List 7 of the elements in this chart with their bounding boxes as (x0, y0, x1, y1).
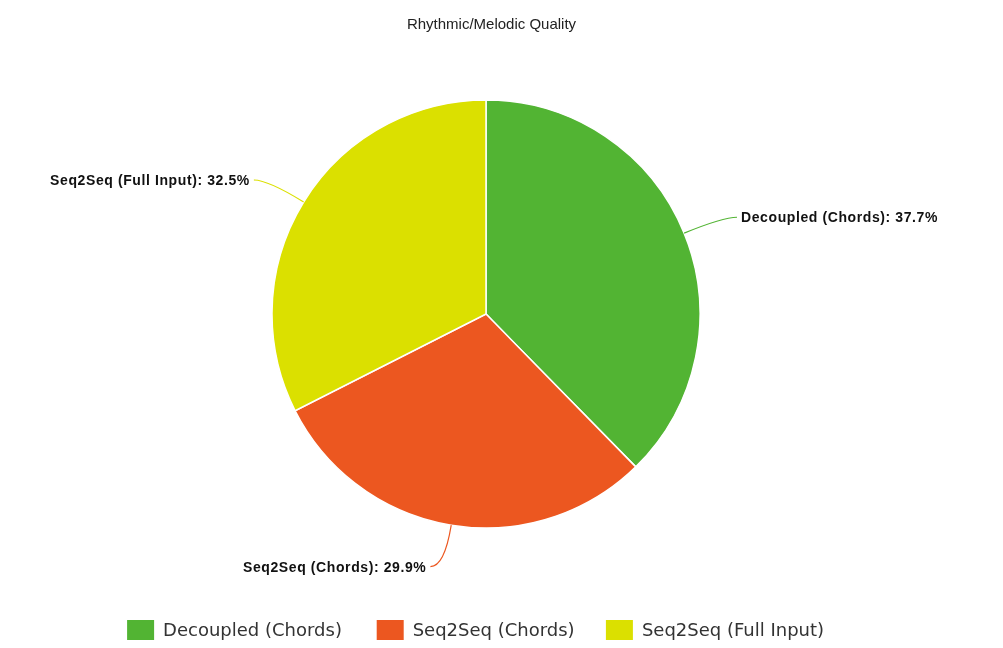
chart-title: Rhythmic/Melodic Quality (406, 15, 577, 32)
data-label: Decoupled (Chords): 37.7% (741, 209, 939, 226)
data-label: Seq2Seq (Chords): 29.9% (243, 558, 427, 575)
legend-label: Seq2Seq (Full Input) (641, 619, 825, 640)
legend-label: Seq2Seq (Chords) (412, 619, 575, 640)
data-label: Seq2Seq (Full Input): 32.5% (50, 172, 250, 189)
legend-label: Decoupled (Chords) (163, 619, 342, 640)
